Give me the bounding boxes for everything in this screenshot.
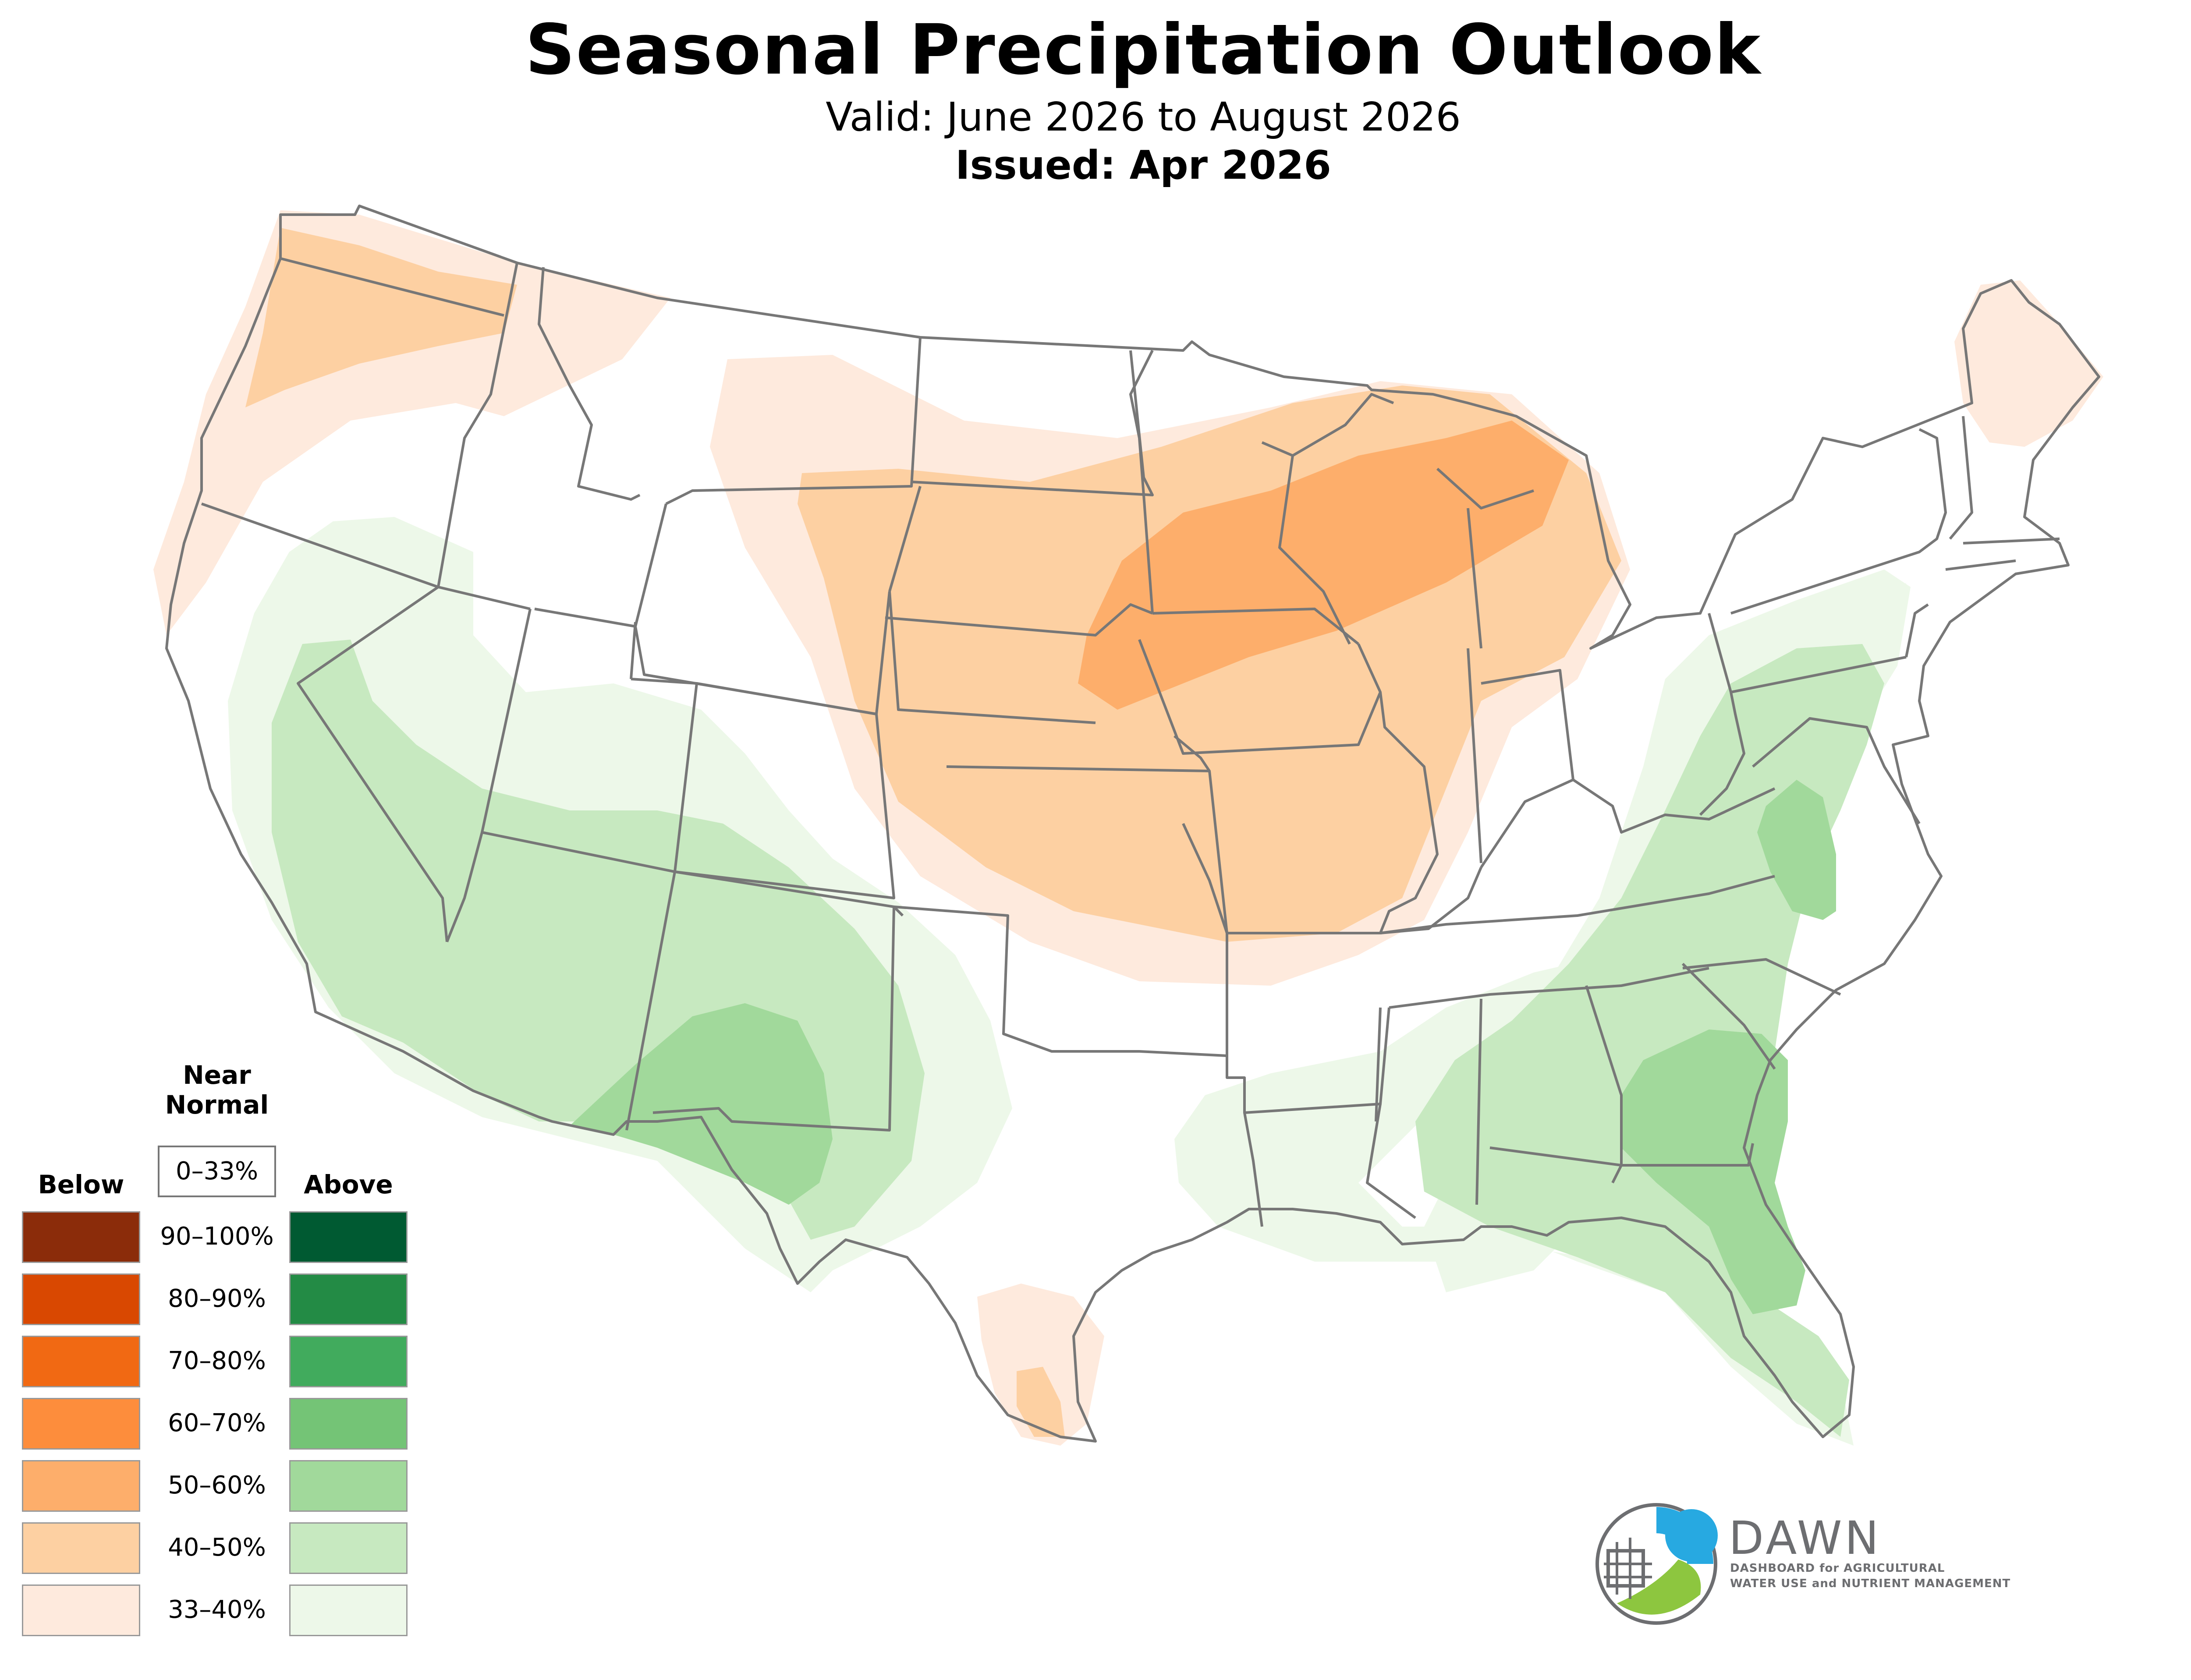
legend-range-label: 33–40% [168, 1595, 266, 1624]
legend-above-swatch [289, 1460, 408, 1512]
legend-below-swatch [22, 1336, 140, 1387]
legend-above-swatch [289, 1273, 408, 1325]
legend-range-label: 80–90% [168, 1284, 266, 1313]
area-georgia-florida [1621, 1029, 1805, 1314]
valid-period: Valid: June 2026 to August 2026 [826, 94, 1461, 140]
legend-range-label: 90–100% [160, 1222, 274, 1251]
legend-above-swatch [289, 1211, 408, 1263]
legend-above-swatch [289, 1585, 408, 1636]
legend-above-swatch [289, 1398, 408, 1450]
area-upper-midwest-core [1078, 421, 1569, 710]
area-south-texas [977, 1284, 1104, 1446]
dawn-logo-name: DAWN [1729, 1511, 1882, 1565]
legend-near-normal-swatch: 0–33% [158, 1146, 276, 1197]
legend-below-swatch [22, 1460, 140, 1512]
legend-range-label: 50–60% [168, 1471, 266, 1500]
legend-above-heading: Above [304, 1170, 393, 1199]
page-title: Seasonal Precipitation Outlook [525, 10, 1762, 90]
area-new-mexico-west-texas [570, 1003, 833, 1205]
area-virginia [1757, 780, 1836, 920]
legend-below-swatch [22, 1273, 140, 1325]
dawn-logo-icon [1595, 1503, 1718, 1625]
legend-below-swatch [22, 1398, 140, 1450]
legend-below-swatch [22, 1522, 140, 1574]
legend-above-swatch [289, 1522, 408, 1574]
legend-range-label: 60–70% [168, 1409, 266, 1437]
legend-above-swatch [289, 1336, 408, 1387]
state-borders [165, 205, 2100, 1443]
dawn-logo-tagline-1: DASHBOARD for AGRICULTURAL [1730, 1562, 1945, 1575]
legend-range-label: 70–80% [168, 1347, 266, 1375]
legend-below-swatch [22, 1211, 140, 1263]
area-south-texas-core [1017, 1367, 1065, 1437]
dawn-logo-tagline-2: WATER USE and NUTRIENT MANAGEMENT [1730, 1577, 2011, 1590]
legend-near-normal-heading: Near Normal [165, 1060, 269, 1120]
legend-below-heading: Below [38, 1170, 124, 1199]
legend-below-swatch [22, 1585, 140, 1636]
area-maine [1954, 280, 2103, 447]
us-outline [165, 205, 2100, 1443]
area-washington-interior [245, 228, 517, 407]
outlook-shading [153, 210, 2103, 1446]
legend-range-label: 40–50% [168, 1533, 266, 1562]
issued-date: Issued: Apr 2026 [955, 142, 1331, 188]
